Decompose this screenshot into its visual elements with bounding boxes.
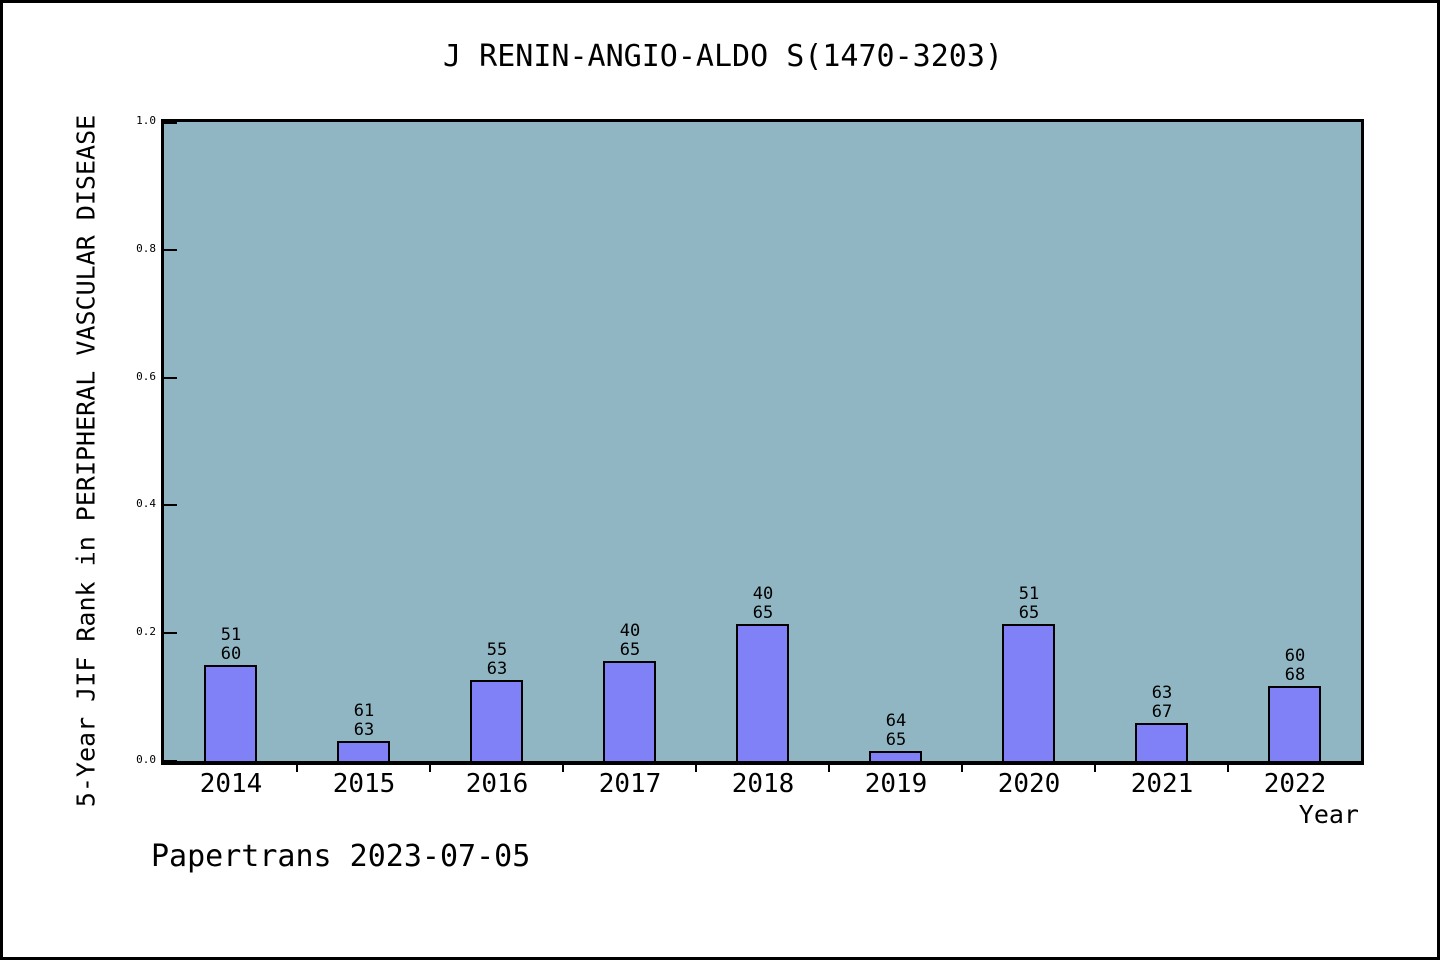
bar-label-2017: 40 65 [590, 622, 670, 660]
bar-label-total: 63 [353, 720, 375, 740]
bar-label-2016: 55 63 [457, 641, 537, 679]
chart-title: J RENIN-ANGIO-ALDO S(1470-3203) [443, 39, 1003, 74]
x-tick-mark [961, 765, 963, 772]
y-tick-mark [164, 760, 177, 762]
y-axis-label: 5-Year JIF Rank in PERIPHERAL VASCULAR D… [71, 114, 101, 808]
x-tick-mark [296, 765, 298, 772]
bar-label-rank: 40 [752, 584, 774, 604]
y-tick-mark [164, 632, 177, 634]
y-tick-label: 0.0 [136, 753, 156, 766]
y-tick-mark [164, 249, 177, 251]
bar-label-2022: 60 68 [1255, 647, 1335, 685]
x-tick-label-2022: 2022 [1263, 769, 1327, 799]
bar-2018 [736, 624, 789, 761]
bar-label-rank: 64 [885, 711, 907, 731]
y-tick-label: 0.6 [136, 370, 156, 383]
y-tick-label: 0.2 [136, 625, 156, 638]
x-tick-mark [828, 765, 830, 772]
bar-label-total: 65 [619, 640, 641, 660]
bar-label-rank: 51 [220, 625, 242, 645]
plot-area: 51 60 61 63 55 63 40 65 40 65 64 65 51 65 63 67 60 68 [161, 119, 1364, 765]
x-tick-label-2016: 2016 [465, 769, 529, 799]
bar-label-rank: 55 [486, 640, 508, 660]
y-tick-mark [164, 377, 177, 379]
x-tick-mark [1227, 765, 1229, 772]
bar-label-rank: 61 [353, 701, 375, 721]
bar-2015 [337, 741, 390, 761]
y-tick-mark [164, 504, 177, 506]
y-tick-label: 1.0 [136, 114, 156, 127]
bar-label-rank: 40 [619, 621, 641, 641]
bar-label-2020: 51 65 [989, 585, 1069, 623]
bar-2022 [1268, 686, 1321, 761]
bar-label-2021: 63 67 [1122, 684, 1202, 722]
bar-2016 [470, 680, 523, 761]
bar-2017 [603, 661, 656, 761]
bar-label-total: 65 [752, 603, 774, 623]
x-tick-label-2014: 2014 [199, 769, 263, 799]
bar-label-total: 63 [486, 659, 508, 679]
x-tick-mark [695, 765, 697, 772]
bar-label-rank: 60 [1284, 646, 1306, 666]
y-tick-mark [164, 122, 177, 124]
x-tick-label-2017: 2017 [598, 769, 662, 799]
bar-2021 [1135, 723, 1188, 761]
bar-label-total: 65 [1018, 603, 1040, 623]
x-tick-mark [1094, 765, 1096, 772]
x-tick-label-2015: 2015 [332, 769, 396, 799]
bar-label-total: 60 [220, 644, 242, 664]
x-tick-mark [562, 765, 564, 772]
y-tick-label: 0.4 [136, 497, 156, 510]
bar-label-2019: 64 65 [856, 712, 936, 750]
x-tick-label-2021: 2021 [1130, 769, 1194, 799]
bar-2020 [1002, 624, 1055, 761]
bar-label-rank: 63 [1151, 683, 1173, 703]
x-tick-label-2020: 2020 [997, 769, 1061, 799]
bar-label-2014: 51 60 [191, 626, 271, 664]
bar-label-2015: 61 63 [324, 702, 404, 740]
bar-label-total: 68 [1284, 665, 1306, 685]
y-tick-label: 0.8 [136, 242, 156, 255]
x-tick-label-2018: 2018 [731, 769, 795, 799]
bar-label-total: 65 [885, 730, 907, 750]
x-axis-label: Year [1298, 800, 1359, 829]
x-tick-mark [429, 765, 431, 772]
bar-label-total: 67 [1151, 702, 1173, 722]
bar-2014 [204, 665, 257, 761]
watermark-text: Papertrans 2023-07-05 [151, 839, 531, 874]
bar-label-rank: 51 [1018, 584, 1040, 604]
x-tick-label-2019: 2019 [864, 769, 928, 799]
bar-2019 [869, 751, 922, 761]
bar-label-2018: 40 65 [723, 585, 803, 623]
